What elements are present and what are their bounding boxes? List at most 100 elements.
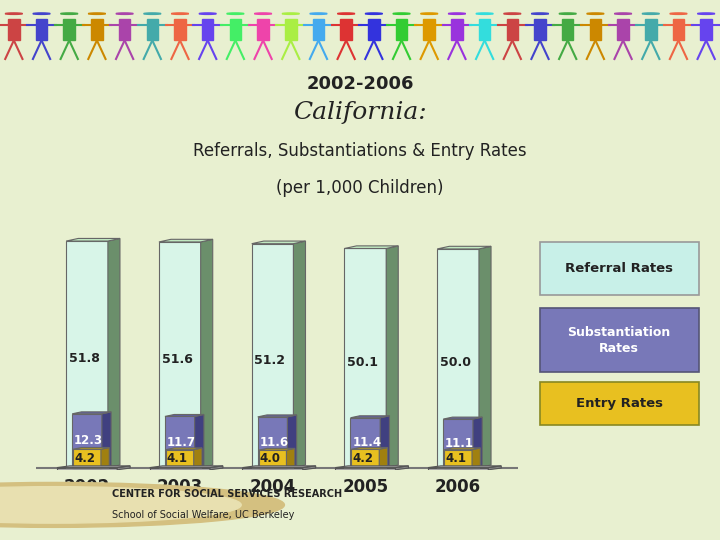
Bar — [73, 449, 101, 468]
Bar — [534, 18, 546, 40]
Polygon shape — [117, 466, 130, 470]
Bar — [444, 450, 472, 468]
Text: School of Social Welfare, UC Berkeley: School of Social Welfare, UC Berkeley — [112, 510, 294, 521]
Polygon shape — [194, 448, 202, 468]
Circle shape — [420, 13, 438, 15]
Bar — [336, 468, 395, 470]
Circle shape — [614, 13, 631, 15]
Bar — [57, 468, 117, 470]
Circle shape — [504, 13, 521, 15]
Bar — [423, 18, 435, 40]
Text: 2002-2006: 2002-2006 — [306, 75, 414, 92]
Bar — [617, 18, 629, 40]
Bar — [150, 468, 210, 470]
Bar — [8, 18, 19, 40]
Bar — [312, 18, 324, 40]
Text: 4.1: 4.1 — [167, 452, 188, 465]
Bar — [174, 18, 186, 40]
Text: 11.4: 11.4 — [352, 436, 382, 449]
Polygon shape — [258, 448, 294, 450]
Bar — [590, 18, 601, 40]
Polygon shape — [302, 466, 315, 470]
Polygon shape — [344, 246, 398, 248]
Circle shape — [670, 13, 687, 15]
Circle shape — [642, 13, 660, 15]
Bar — [396, 18, 408, 40]
Bar — [159, 242, 201, 468]
Circle shape — [89, 13, 106, 15]
Text: CENTER FOR SOCIAL SERVICES RESEARCH: CENTER FOR SOCIAL SERVICES RESEARCH — [112, 489, 342, 500]
Text: 4.1: 4.1 — [445, 452, 466, 465]
Bar — [451, 18, 463, 40]
Polygon shape — [201, 239, 212, 468]
Circle shape — [449, 13, 466, 15]
Circle shape — [282, 13, 300, 15]
Polygon shape — [395, 466, 408, 470]
Polygon shape — [252, 241, 305, 244]
Circle shape — [338, 13, 355, 15]
Text: 11.6: 11.6 — [260, 436, 289, 449]
Circle shape — [60, 13, 78, 15]
Circle shape — [199, 13, 216, 15]
Circle shape — [393, 13, 410, 15]
Polygon shape — [66, 239, 120, 241]
Bar — [147, 18, 158, 40]
Bar — [119, 18, 130, 40]
Polygon shape — [287, 448, 294, 468]
Polygon shape — [473, 417, 482, 468]
Polygon shape — [258, 415, 297, 417]
Text: 12.3: 12.3 — [74, 434, 103, 447]
Polygon shape — [386, 246, 398, 468]
Polygon shape — [351, 448, 387, 449]
Text: 51.2: 51.2 — [254, 354, 285, 367]
Bar — [672, 18, 684, 40]
Bar — [63, 18, 75, 40]
Polygon shape — [166, 448, 202, 450]
Text: 51.8: 51.8 — [69, 353, 100, 366]
FancyBboxPatch shape — [540, 308, 698, 372]
Polygon shape — [108, 239, 120, 468]
Circle shape — [559, 13, 576, 15]
Text: 11.7: 11.7 — [167, 436, 196, 449]
Polygon shape — [165, 415, 204, 416]
Circle shape — [116, 13, 133, 15]
Bar — [341, 18, 352, 40]
Circle shape — [531, 13, 549, 15]
Polygon shape — [379, 448, 387, 468]
Polygon shape — [437, 246, 491, 249]
Text: 51.6: 51.6 — [162, 353, 192, 366]
Bar — [252, 244, 294, 468]
Circle shape — [476, 13, 493, 15]
Circle shape — [0, 482, 284, 528]
Bar — [230, 18, 241, 40]
Bar — [701, 18, 712, 40]
Bar — [36, 18, 48, 40]
Polygon shape — [159, 239, 212, 242]
Circle shape — [587, 13, 604, 15]
Bar — [258, 450, 287, 468]
Polygon shape — [336, 466, 408, 468]
Circle shape — [33, 13, 50, 15]
Text: 4.2: 4.2 — [74, 451, 95, 464]
Bar — [645, 18, 657, 40]
Bar — [507, 18, 518, 40]
Polygon shape — [444, 417, 482, 419]
Polygon shape — [194, 415, 204, 468]
Circle shape — [144, 13, 161, 15]
Text: 50.1: 50.1 — [347, 356, 378, 369]
Polygon shape — [210, 466, 223, 470]
Polygon shape — [73, 448, 109, 449]
FancyBboxPatch shape — [540, 382, 698, 425]
Bar — [437, 249, 479, 468]
Polygon shape — [479, 246, 491, 468]
Polygon shape — [444, 448, 480, 450]
Polygon shape — [488, 466, 501, 470]
Bar — [344, 248, 386, 468]
Text: 4.2: 4.2 — [352, 451, 374, 464]
Text: Substantiation
Rates: Substantiation Rates — [567, 326, 671, 355]
Text: (per 1,000 Children): (per 1,000 Children) — [276, 179, 444, 197]
Polygon shape — [380, 416, 390, 468]
Polygon shape — [428, 466, 501, 468]
Polygon shape — [57, 466, 130, 468]
Polygon shape — [472, 448, 480, 468]
